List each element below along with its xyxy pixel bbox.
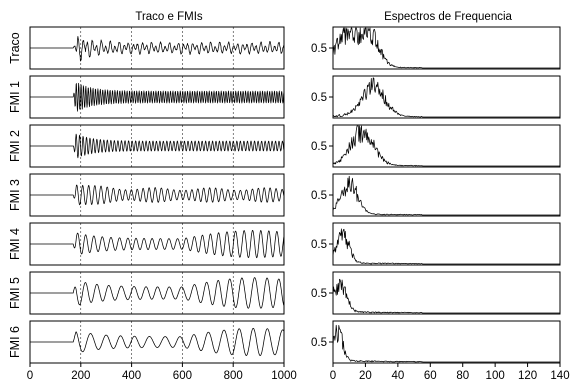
y-tick-label: 0.5 <box>311 43 327 55</box>
panel-row-1: FMI 1 0.5 <box>8 75 561 119</box>
x-tick-label: 800 <box>224 370 243 382</box>
x-tick-label: 100 <box>486 370 505 382</box>
panel-row-2: FMI 2 0.5 <box>8 124 561 168</box>
signal-line <box>30 277 285 309</box>
signal-line <box>30 133 285 159</box>
right-title: Espectros de Frequencia <box>384 11 512 23</box>
right-panel-frame <box>332 271 561 315</box>
y-tick-label: 0.5 <box>311 239 327 251</box>
y-tick-label: 0.5 <box>311 92 327 104</box>
spectrum-line <box>332 125 560 167</box>
x-tick-label: 40 <box>391 370 404 382</box>
x-tick-label: 20 <box>359 370 372 382</box>
panel-row-3: FMI 3 0.5 <box>8 173 561 217</box>
panel-row-0: Traco 0.5 <box>8 26 561 70</box>
x-tick-label: 60 <box>424 370 437 382</box>
spectrum-line <box>332 324 560 363</box>
row-label: Traco <box>8 32 22 64</box>
row-label: FMI 4 <box>8 228 22 260</box>
panel-row-6: FMI 6 0.5 <box>8 320 561 364</box>
y-tick-label: 0.5 <box>311 288 327 300</box>
signal-line <box>30 82 285 112</box>
x-tick-label: 120 <box>518 370 537 382</box>
right-panel-frame <box>332 26 561 70</box>
x-tick-label: 200 <box>71 370 90 382</box>
x-tick-label: 400 <box>122 370 141 382</box>
right-panel-frame <box>332 173 561 217</box>
row-label: FMI 2 <box>8 130 22 162</box>
row-label: FMI 3 <box>8 179 22 211</box>
spectrum-line <box>332 175 560 216</box>
spectrum-line <box>332 27 560 69</box>
spectrum-line <box>332 228 560 265</box>
signal-line <box>30 327 285 356</box>
x-tick-label: 140 <box>550 370 569 382</box>
right-panel-frame <box>332 320 561 364</box>
signal-line <box>30 36 285 62</box>
spectrum-line <box>332 77 560 118</box>
x-tick-label: 1000 <box>271 370 297 382</box>
row-label: FMI 5 <box>8 277 22 309</box>
panel-row-5: FMI 5 0.5 <box>8 271 561 315</box>
right-panel-frame <box>332 124 561 168</box>
x-tick-label: 80 <box>456 370 469 382</box>
right-panel-frame <box>332 75 561 119</box>
y-tick-label: 0.5 <box>311 337 327 349</box>
panel-row-4: FMI 4 0.5 <box>8 222 561 266</box>
right-panel-frame <box>332 222 561 266</box>
row-label: FMI 6 <box>8 326 22 358</box>
left-title: Traco e FMIs <box>135 11 203 23</box>
row-label: FMI 1 <box>8 81 22 113</box>
x-tick-label: 0 <box>27 370 33 382</box>
y-tick-label: 0.5 <box>311 190 327 202</box>
signal-line <box>30 184 285 206</box>
y-tick-label: 0.5 <box>311 141 327 153</box>
spectrum-line <box>332 278 560 314</box>
signal-line <box>30 230 285 259</box>
x-tick-label: 600 <box>173 370 192 382</box>
x-tick-label: 0 <box>330 370 336 382</box>
